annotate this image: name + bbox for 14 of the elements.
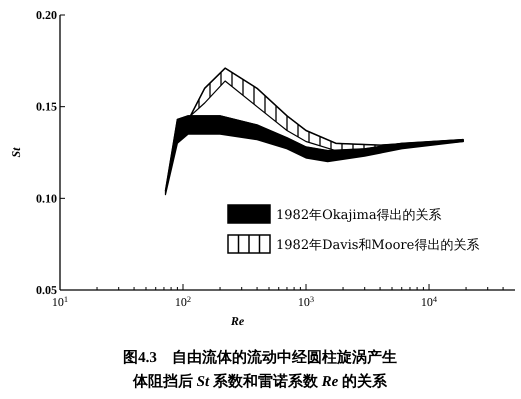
y-axis-title: St [9,146,23,158]
x-tick-label: 10$^{1}$ [52,294,68,309]
y-tick-label: 0.10 [36,191,57,206]
text: 图4.3 自由流体的流动中经圆柱旋涡产生 [123,348,397,366]
y-tick-label: 0.05 [36,283,57,297]
text: 体阻挡后 St 系数和雷诺系数 Re 的关系 [132,373,388,390]
y-tick-label: 0.15 [36,100,57,114]
x-axis-title: Re [230,314,245,328]
legend-label: 1982年Okajima得出的关系 [276,208,442,223]
legend-label: 1982年Davis和Moore得出的关系 [276,238,480,253]
y-tick-label: 0.20 [36,8,57,22]
x-tick-label: 10$^{2}$ [174,294,192,309]
x-tick-label: 10$^{3}$ [298,294,314,309]
x-tick-label: 10$^{4}$ [420,294,438,309]
